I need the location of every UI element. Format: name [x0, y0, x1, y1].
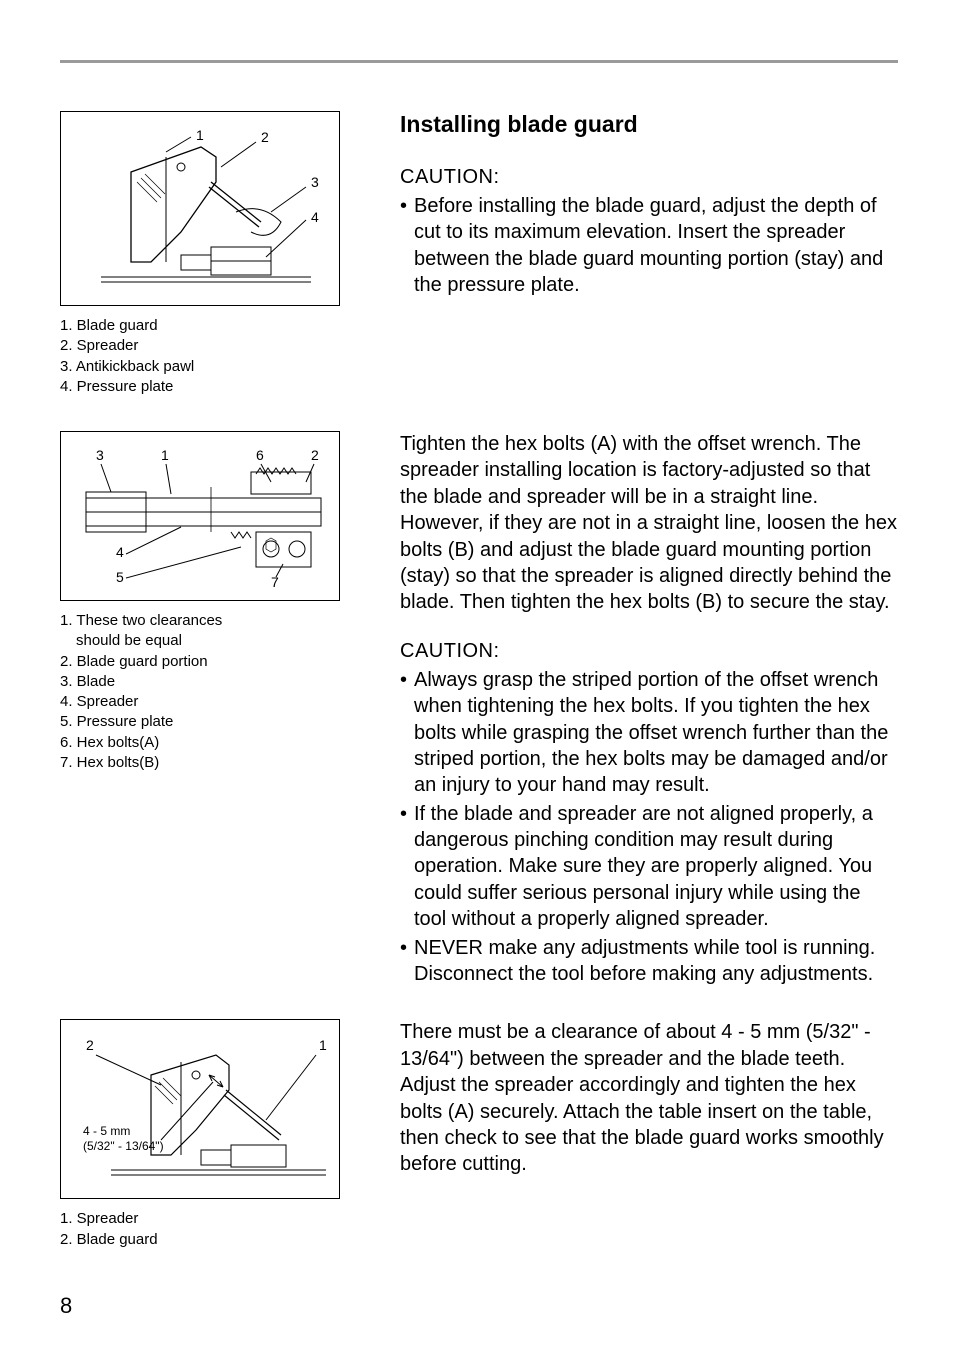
fig1-callout-3: 3: [311, 174, 319, 190]
figure-2-legend: 1. These two clearances should be equal …: [60, 611, 360, 773]
caution-2-bullet: NEVER make any adjustments while tool is…: [400, 935, 898, 988]
legend-item: 2. Blade guard portion: [60, 652, 360, 672]
fig2-callout: 7: [271, 574, 279, 590]
fig3-clearance-1: 4 - 5 mm: [83, 1124, 130, 1138]
caution-2-bullet: Always grasp the striped portion of the …: [400, 667, 898, 799]
fig2-callout: 3: [96, 447, 104, 463]
caution-1-list: Before installing the blade guard, adjus…: [400, 193, 898, 299]
legend-item-cont: should be equal: [60, 631, 360, 651]
fig3-callout: 2: [86, 1037, 94, 1053]
fig3-callout: 1: [319, 1037, 327, 1053]
right-col-2: Tighten the hex bolts (A) with the offse…: [360, 431, 898, 989]
fig2-callout: 1: [161, 447, 169, 463]
fig3-clearance-2: (5/32" - 13/64"): [83, 1139, 164, 1153]
legend-item: 3. Blade: [60, 672, 360, 692]
page-number: 8: [60, 1293, 72, 1319]
fig2-callout: 4: [116, 544, 124, 560]
fig2-callout: 2: [311, 447, 319, 463]
legend-item: 1. Blade guard: [60, 316, 360, 336]
legend-item: 4. Pressure plate: [60, 377, 360, 397]
left-col-2: 3 1 6 2 4 5 7: [60, 431, 360, 773]
right-col-3: There must be a clearance of about 4 - 5…: [360, 1019, 898, 1177]
fig2-callout: 5: [116, 569, 124, 585]
legend-item: 7. Hex bolts(B): [60, 753, 360, 773]
figure-3: 2 1 4 - 5 mm (5/32" - 13/64"): [60, 1019, 340, 1199]
para-block-2: Tighten the hex bolts (A) with the offse…: [400, 431, 898, 616]
legend-item: 1. Spreader: [60, 1209, 360, 1229]
left-col-3: 2 1 4 - 5 mm (5/32" - 13/64") 1. Spreade…: [60, 1019, 360, 1250]
figure-1: 1 2 3 4: [60, 111, 340, 306]
left-col-1: 1 2 3 4 1. Blade guard 2. Spreader 3. An…: [60, 111, 360, 397]
para-block-3: There must be a clearance of about 4 - 5…: [400, 1019, 898, 1177]
legend-item: 2. Spreader: [60, 336, 360, 356]
legend-item: 1. These two clearances: [60, 611, 360, 631]
section-title: Installing blade guard: [400, 111, 898, 138]
page: 1 2 3 4 1. Blade guard 2. Spreader 3. An…: [0, 0, 954, 1355]
row-3: 2 1 4 - 5 mm (5/32" - 13/64") 1. Spreade…: [60, 1019, 898, 1250]
legend-item: 4. Spreader: [60, 692, 360, 712]
fig1-callout-2: 2: [261, 129, 269, 145]
legend-item: 3. Antikickback pawl: [60, 357, 360, 377]
figure-2: 3 1 6 2 4 5 7: [60, 431, 340, 601]
figure-1-legend: 1. Blade guard 2. Spreader 3. Antikickba…: [60, 316, 360, 397]
caution-1-bullet: Before installing the blade guard, adjus…: [400, 193, 898, 299]
caution-2-list: Always grasp the striped portion of the …: [400, 667, 898, 988]
right-col-1: Installing blade guard CAUTION: Before i…: [360, 111, 898, 301]
legend-item: 5. Pressure plate: [60, 712, 360, 732]
figure-3-legend: 1. Spreader 2. Blade guard: [60, 1209, 360, 1250]
row-2: 3 1 6 2 4 5 7: [60, 431, 898, 989]
legend-item: 6. Hex bolts(A): [60, 733, 360, 753]
caution-label-2: CAUTION:: [400, 640, 898, 663]
top-rule: [60, 60, 898, 63]
caution-2-bullet: If the blade and spreader are not aligne…: [400, 801, 898, 933]
legend-item: 2. Blade guard: [60, 1230, 360, 1250]
row-1: 1 2 3 4 1. Blade guard 2. Spreader 3. An…: [60, 111, 898, 397]
fig2-callout: 6: [256, 447, 264, 463]
fig1-callout-1: 1: [196, 127, 204, 143]
caution-label-1: CAUTION:: [400, 166, 898, 189]
fig1-callout-4: 4: [311, 209, 319, 225]
